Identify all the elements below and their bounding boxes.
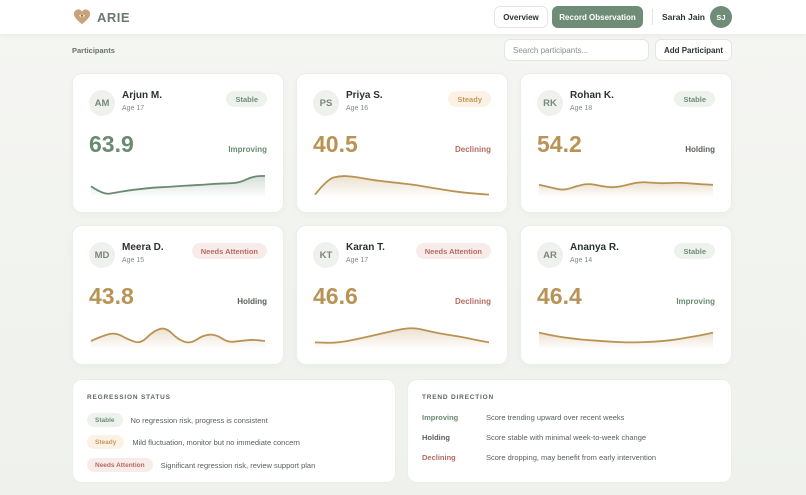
legend-badge-stable: Stable — [87, 413, 123, 427]
participant-card-arjun-m[interactable]: AM Arjun M. Age 17 Stable 63.9 Improving — [72, 73, 284, 213]
participant-initials: AR — [537, 242, 563, 268]
participants-section-label: Participants — [72, 46, 115, 55]
sparkline-line — [90, 327, 266, 344]
trend-label: Improving — [676, 297, 715, 306]
participant-card-meera-d[interactable]: MD Meera D. Age 15 Needs Attention 43.8 Holdi… — [72, 225, 284, 365]
legend-badge-attention: Needs Attention — [87, 458, 153, 472]
search-participants-input[interactable] — [504, 39, 649, 61]
participant-name: Rohan K. — [570, 90, 614, 101]
status-badge: Stable — [674, 243, 715, 259]
legend-badge-steady: Steady — [87, 435, 125, 449]
regression-status-panel: REGRESSION STATUS Stable No regression r… — [72, 379, 396, 483]
sparkline-area — [315, 328, 489, 348]
trend-row-improving: Improving Score trending upward over rec… — [422, 413, 624, 422]
score-sparkline — [314, 327, 490, 348]
trend-name-holding: Holding — [422, 433, 450, 442]
status-badge: Needs Attention — [191, 243, 267, 259]
participant-name: Karan T. — [346, 242, 385, 253]
trend-label: Improving — [228, 145, 267, 154]
sparkline-line — [90, 174, 266, 195]
sparkline-line — [314, 327, 490, 344]
trend-desc-improving: Score trending upward over recent weeks — [486, 413, 625, 422]
participant-name: Arjun M. — [122, 90, 162, 101]
sparkline-area — [539, 332, 713, 348]
top-header: ARIE Overview Record Observation Sarah J… — [0, 0, 806, 34]
status-badge: Needs Attention — [415, 243, 491, 259]
legend-desc-attention: Significant regression risk, review supp… — [160, 460, 316, 470]
participant-name: Ananya R. — [570, 242, 619, 253]
participant-card-karan-t[interactable]: KT Karan T. Age 17 Needs Attention 46.6 Decli… — [296, 225, 508, 365]
add-participant-button[interactable]: Add Participant — [655, 39, 732, 61]
status-badge: Stable — [674, 91, 715, 107]
participant-score: 40.5 — [313, 131, 358, 157]
participant-age: Age 16 — [346, 105, 369, 112]
score-sparkline — [314, 175, 490, 196]
legend-row-stable: Stable No regression risk, progress is c… — [87, 413, 268, 427]
heart-logo-icon — [73, 9, 91, 25]
regression-panel-title: REGRESSION STATUS — [87, 394, 171, 401]
user-name: Sarah Jain — [662, 12, 705, 22]
trend-name-declining: Declining — [422, 453, 456, 462]
score-sparkline — [90, 174, 266, 196]
participant-card-ananya-r[interactable]: AR Ananya R. Age 14 Stable 46.4 Improving — [520, 225, 732, 365]
participant-age: Age 17 — [346, 257, 369, 264]
trend-label: Declining — [454, 297, 491, 306]
participant-card-priya-s[interactable]: PS Priya S. Age 16 Steady 40.5 Declining — [296, 73, 508, 213]
sparkline-line — [538, 181, 714, 191]
trend-desc-holding: Score stable with minimal week-to-week c… — [486, 433, 647, 442]
trend-desc-declining: Score dropping, may benefit from early i… — [486, 453, 657, 462]
participant-age: Age 17 — [122, 105, 145, 112]
legend-desc-steady: Mild fluctuation, monitor but no immedia… — [132, 437, 300, 447]
participant-age: Age 15 — [122, 257, 145, 264]
status-badge: Steady — [448, 91, 491, 107]
trend-name-improving: Improving — [422, 413, 459, 422]
legend-row-steady: Steady Mild fluctuation, monitor but no … — [87, 435, 300, 449]
sparkline-area — [315, 176, 489, 196]
participant-name: Priya S. — [346, 90, 383, 101]
trend-row-holding: Holding Score stable with minimal week-t… — [422, 433, 646, 442]
participant-name: Meera D. — [122, 242, 164, 253]
score-sparkline — [538, 181, 714, 196]
trend-direction-panel: TREND DIRECTION Improving Score trending… — [407, 379, 732, 483]
user-avatar[interactable]: SJ — [710, 6, 732, 28]
participant-score: 43.8 — [89, 283, 134, 309]
trend-label: Declining — [454, 145, 491, 154]
trend-label: Holding — [685, 145, 715, 154]
sparkline-line — [538, 331, 714, 344]
participant-score: 63.9 — [89, 131, 134, 157]
sparkline-area — [91, 175, 265, 196]
participant-card-rohan-k[interactable]: RK Rohan K. Age 18 Stable 54.2 Holding — [520, 73, 732, 213]
participant-score: 46.6 — [313, 283, 358, 309]
score-sparkline — [90, 327, 266, 348]
participant-age: Age 14 — [570, 257, 593, 264]
record-observation-button[interactable]: Record Observation — [552, 6, 643, 28]
sparkline-area — [91, 328, 265, 348]
legend-row-attention: Needs Attention Significant regression r… — [87, 458, 315, 472]
score-sparkline — [538, 331, 714, 348]
brand-name: ARIE — [97, 10, 131, 25]
sparkline-line — [314, 175, 490, 196]
participant-initials: PS — [313, 90, 339, 116]
participant-score: 46.4 — [537, 283, 582, 309]
legend-desc-stable: No regression risk, progress is consiste… — [130, 415, 268, 425]
participant-initials: AM — [89, 90, 115, 116]
trend-label: Holding — [237, 297, 267, 306]
participant-score: 54.2 — [537, 131, 582, 157]
status-badge: Stable — [226, 91, 267, 107]
header-divider — [652, 9, 653, 25]
trend-row-declining: Declining Score dropping, may benefit fr… — [422, 453, 656, 462]
participant-initials: RK — [537, 90, 563, 116]
overview-button[interactable]: Overview — [494, 6, 548, 28]
participant-initials: KT — [313, 242, 339, 268]
participant-initials: MD — [89, 242, 115, 268]
trend-panel-title: TREND DIRECTION — [422, 394, 494, 401]
participant-age: Age 18 — [570, 105, 593, 112]
